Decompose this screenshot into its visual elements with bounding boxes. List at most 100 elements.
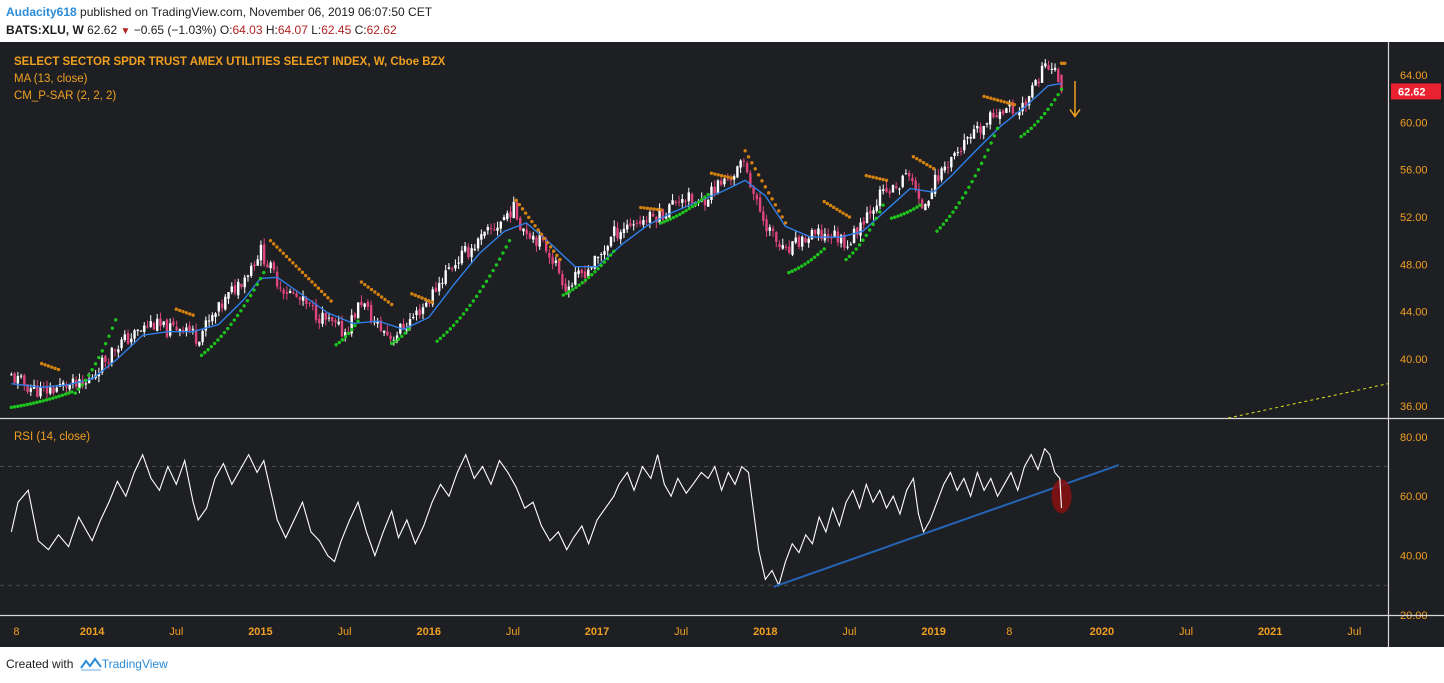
psar-dot-bull [844,257,848,262]
candle-body [681,199,684,203]
psar-dot-bull [809,258,814,262]
psar-dot-bull [1026,129,1030,134]
psar-dot-bull [103,341,108,346]
psar-dot-bear [184,311,189,315]
candle-body [642,219,645,225]
candle-body [285,292,289,294]
psar-dot-bear [379,295,384,299]
psar-dot-bull [438,336,443,341]
psar-dot-bull [871,222,875,227]
candle-body [781,245,784,249]
psar-dot-bear [992,97,996,101]
candle-body [651,213,655,217]
candles [10,59,1063,399]
high-label: H: [265,23,278,37]
psar-dot-bull [488,274,492,278]
candle-body [438,282,441,292]
candle-body [45,385,49,394]
psar-dot-bull [507,238,512,243]
candle-body [570,285,574,287]
candle-body [577,270,580,275]
psar-dot-bear [39,361,44,366]
candle-body [457,262,460,264]
candle-body [272,262,276,270]
psar-dot-bull [47,397,52,401]
psar-dot-bear [783,221,788,225]
psar-dot-bear [316,286,321,290]
psar-dot-bear [555,253,559,258]
candle-body [668,204,671,218]
candle-body [726,179,729,181]
candle-body [39,387,42,397]
psar-dot-bear [188,312,192,316]
candle-body [233,285,237,294]
psar-dot-bull [864,233,868,237]
candle-body [324,312,327,320]
candle-body [421,307,425,314]
psar-dot-bull [605,256,610,261]
psar-dot-bull [400,334,404,339]
candle-body [434,287,438,293]
psar-dot-bull [564,291,569,296]
candle-body [655,217,658,223]
tradingview-link[interactable]: TradingView [101,657,168,671]
psar-dot-bull [1036,119,1040,124]
psar-dot-bull [612,249,616,253]
psar-dot-bull [889,216,894,220]
psar-dot-bear [831,205,836,210]
psar-dot-bull [671,215,676,220]
candle-body [496,227,499,231]
candle-body [214,313,217,318]
psar-dot-bull [912,207,916,211]
psar-dot-bear [514,198,518,203]
psar-dot-bear [918,158,922,163]
candle-body [813,229,817,234]
author-link[interactable]: Audacity618 [6,5,77,19]
psar-dot-bear [56,367,61,372]
psar-dot-bull [703,195,707,199]
candle-body [175,326,178,331]
candle-body [979,126,982,133]
psar-dot-bear [284,254,289,259]
candle-body [386,331,389,336]
psar-dot-bear [729,176,734,180]
psar-dot-bull [242,304,246,308]
candle-body [525,229,528,235]
psar-dot-bull [340,338,345,342]
candle-body [930,191,934,200]
psar-dot-bull [951,210,955,214]
candle-body [817,228,820,235]
candle-body [976,125,979,129]
candle-body [839,235,843,244]
psar-dot-bull [435,339,439,343]
candle-body [418,309,421,316]
time-tick-label: 2016 [416,626,440,638]
psar-dot-bull [938,226,942,230]
candle-body [580,269,584,274]
psar-dot-bull [484,279,489,284]
candle-body [480,234,483,240]
candle-body [723,178,726,185]
candle-body [703,198,707,206]
candle-body [528,233,532,239]
candle-body [279,287,282,289]
candle-body [924,203,927,211]
candle-body [784,246,788,248]
candle-body [392,339,396,341]
candle-body [888,191,891,194]
psar-dot-bear [719,173,724,178]
candle-body [188,325,191,331]
psar-dot-bear [763,185,768,189]
candle-body [431,289,434,305]
psar-dot-bull [110,326,115,330]
candle-body [428,302,431,304]
chart-canvas[interactable]: 64.00 60.00 56.00 52.00 48.00 44.00 40.00 36.00… [0,42,1444,647]
candle-body [334,320,337,323]
psar-dot-bear [985,95,990,100]
psar-dot-bull [687,206,691,211]
candle-body [768,227,772,231]
candle-body [917,188,921,199]
psar-dot-bull [806,260,810,264]
psar-dot-bear [750,161,754,165]
psar-dot-bull [800,264,804,268]
